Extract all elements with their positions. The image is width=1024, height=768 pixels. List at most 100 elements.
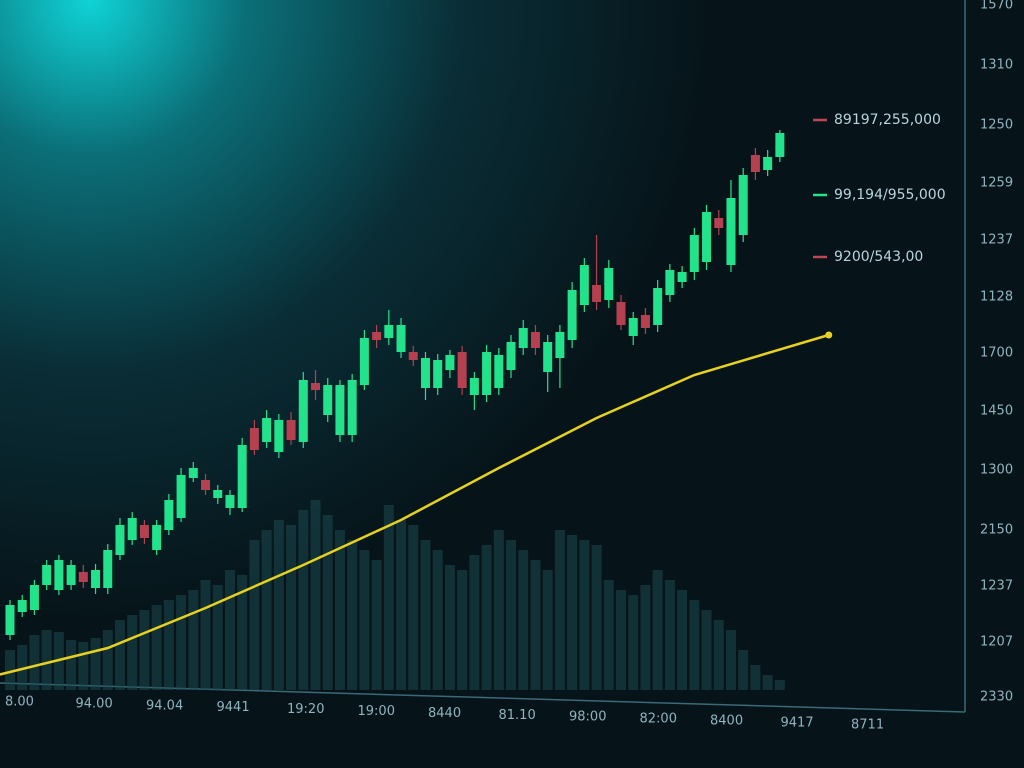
volume-bar [371,560,382,690]
candle-body [592,285,602,302]
volume-bar [493,530,504,690]
candle-body [78,572,88,582]
candle-body [726,198,736,265]
y-axis-label: 1310 [980,58,1013,73]
x-axis-label: 19:00 [358,704,395,719]
volume-bar [78,642,89,690]
x-axis-label: 8.00 [5,695,34,710]
x-axis-label: 8711 [851,717,884,732]
candle-body [750,155,760,172]
candle-body [567,290,577,340]
candle-body [201,480,211,490]
volume-bar [102,630,113,690]
x-axis-label: 8440 [428,706,461,721]
y-axis-label: 1570 [980,0,1013,13]
candle-body [457,352,467,388]
volume-bar [469,555,480,690]
candle-body [225,495,235,508]
volume-bar [774,680,785,690]
volume-bar [176,595,187,690]
candle-body [469,378,479,395]
volume-bar [457,570,468,690]
volume-bar [640,585,651,690]
candle-body [665,270,675,295]
candle-body [164,500,174,530]
volume-bar [212,585,223,690]
candle-body [530,332,540,348]
volume-bar [603,580,614,690]
candle-body [127,518,137,540]
volume-bar [713,620,724,690]
volume-bar [151,605,162,690]
candle-layer [0,130,833,676]
candle-body [176,475,186,518]
volume-bar [481,545,492,690]
y-axis-label: 1259 [980,176,1013,191]
candle-body [653,288,663,325]
volume-bar [383,505,394,690]
candle-body [604,268,614,300]
volume-bar [567,535,578,690]
candle-body [91,570,101,588]
candle-body [213,490,223,498]
volume-bar [41,630,52,690]
volume-bar [29,635,40,690]
y-axis-label: 1250 [980,118,1013,133]
volume-bar [518,550,529,690]
candle-body [616,302,626,325]
candle-body [17,600,27,612]
trend-end-dot [825,331,833,339]
candle-body [359,338,369,385]
volume-bar [200,580,211,690]
x-axis-label: 98:00 [569,710,606,725]
candle-body [347,380,357,435]
volume-bar [298,510,309,690]
volume-bar [579,540,590,690]
y-axis-label: 2150 [980,523,1013,538]
candle-body [298,380,308,442]
candle-body [152,525,162,550]
candle-body [420,358,430,388]
volume-bar [127,615,138,690]
candle-body [335,385,345,435]
x-axis-label: 81.10 [499,708,536,723]
volume-bar [628,595,639,690]
volume-bar [701,610,712,690]
y-axis-label: 2330 [980,690,1013,705]
candle-body [494,355,504,388]
volume-bar [396,520,407,690]
candle-body [286,420,296,440]
legend-label: 9200/543,00 [834,249,923,265]
candle-body [763,157,773,170]
x-axis-label: 9417 [781,715,814,730]
volume-bar [224,570,235,690]
volume-bar [359,550,370,690]
candle-body [237,445,247,508]
candle-body [433,360,443,388]
y-axis-label: 1450 [980,404,1013,419]
volume-bar [616,590,626,690]
volume-bar [310,500,321,690]
volume-bar [444,565,455,690]
candle-body [274,420,284,452]
candle-body [408,352,418,360]
candle-body [738,175,748,235]
candle-body [139,525,149,538]
candle-body [555,332,565,358]
candle-body [54,560,64,590]
x-axis-label: 9441 [217,700,250,715]
candle-body [775,133,785,157]
volume-bar [5,650,15,690]
candle-body [445,355,455,370]
volume-bar [17,645,28,690]
candle-body [249,428,259,450]
volume-layer [5,500,785,690]
candle-body [640,315,650,328]
y-axis-label: 1700 [980,346,1013,361]
y-axis-label: 1237 [980,233,1013,248]
volume-bar [188,590,199,690]
y-axis-label: 1237 [980,579,1013,594]
x-axis-label: 82:00 [640,712,677,727]
trend-line [0,333,830,676]
